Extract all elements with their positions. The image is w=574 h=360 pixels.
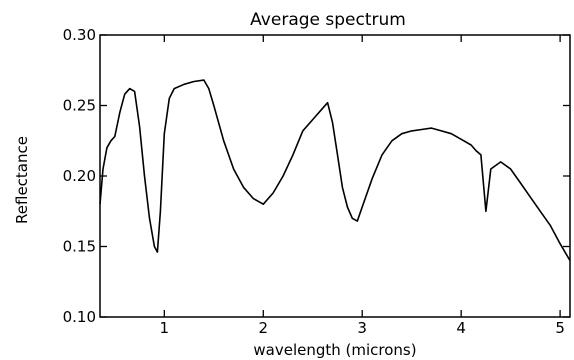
y-tick-label: 0.15 [63, 238, 96, 256]
y-tick-label: 0.30 [63, 26, 96, 44]
y-axis-label: Reflectance [13, 136, 31, 224]
y-tick-label: 0.25 [63, 97, 96, 115]
x-tick-label: 4 [456, 319, 466, 337]
spectrum-line [99, 79, 571, 262]
y-tick-label: 0.10 [63, 308, 96, 326]
series-group [99, 79, 571, 262]
tick-labels: 1 2 3 4 5 0.10 0.15 0.20 0.25 0.30 [63, 26, 565, 337]
chart-title: Average spectrum [250, 10, 406, 30]
x-tick-label: 1 [160, 319, 170, 337]
plot-frame [99, 34, 571, 318]
y-tick-label: 0.20 [63, 167, 96, 185]
x-tick-label: 3 [357, 319, 367, 337]
axis-ticks [100, 34, 570, 318]
x-tick-label: 2 [258, 319, 268, 337]
x-tick-label: 5 [555, 319, 565, 337]
x-axis-label: wavelength (microns) [253, 341, 416, 359]
